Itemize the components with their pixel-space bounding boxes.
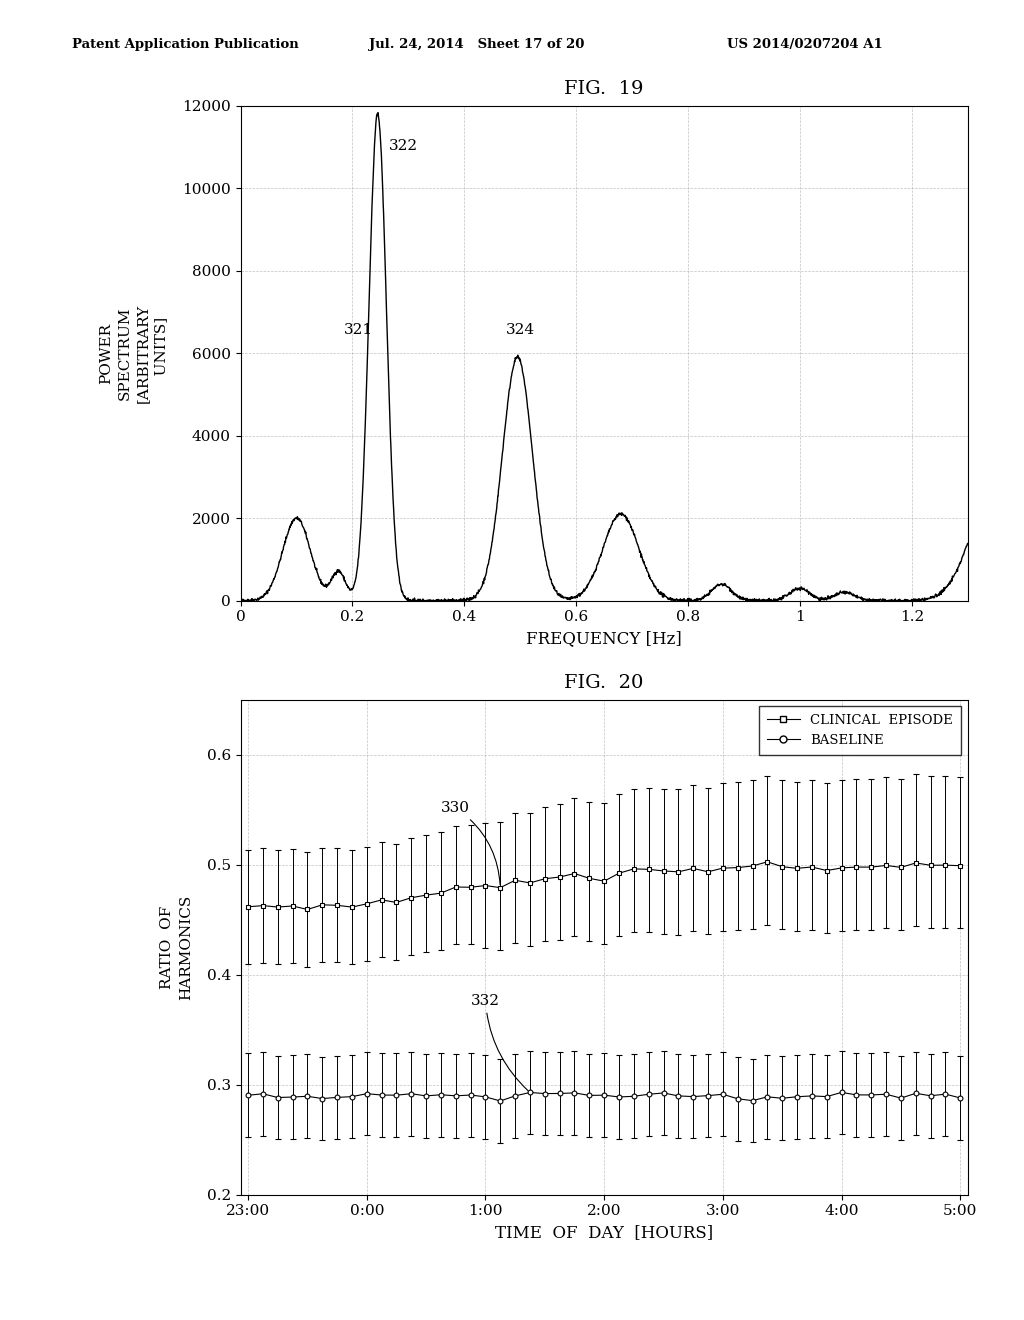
- X-axis label: TIME  OF  DAY  [HOURS]: TIME OF DAY [HOURS]: [495, 1224, 714, 1241]
- Legend: CLINICAL  EPISODE, BASELINE: CLINICAL EPISODE, BASELINE: [759, 706, 962, 755]
- Y-axis label: POWER
SPECTRUM
[ARBITRARY
   UNITS]: POWER SPECTRUM [ARBITRARY UNITS]: [99, 304, 168, 403]
- Text: 332: 332: [471, 994, 528, 1090]
- Text: US 2014/0207204 A1: US 2014/0207204 A1: [727, 37, 883, 50]
- Text: Patent Application Publication: Patent Application Publication: [72, 37, 298, 50]
- Text: 322: 322: [389, 139, 418, 153]
- X-axis label: FREQUENCY [Hz]: FREQUENCY [Hz]: [526, 630, 682, 647]
- Text: Jul. 24, 2014   Sheet 17 of 20: Jul. 24, 2014 Sheet 17 of 20: [369, 37, 584, 50]
- Text: 321: 321: [344, 322, 373, 337]
- Text: 330: 330: [441, 801, 500, 884]
- Title: FIG.  19: FIG. 19: [564, 81, 644, 99]
- Text: 324: 324: [506, 322, 536, 337]
- Title: FIG.  20: FIG. 20: [564, 675, 644, 693]
- Y-axis label: RATIO  OF
HARMONICS: RATIO OF HARMONICS: [161, 895, 193, 999]
